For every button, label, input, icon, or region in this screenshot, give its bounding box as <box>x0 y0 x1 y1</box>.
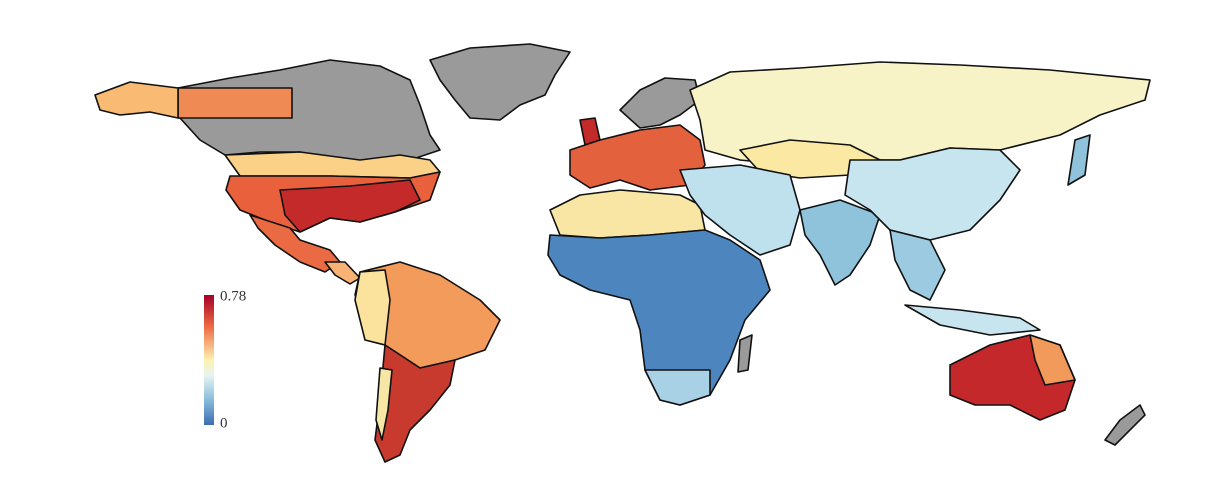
india <box>799 199 881 286</box>
colorbar-min-label: 0 <box>220 415 228 431</box>
chile <box>375 367 393 441</box>
new-zealand <box>1104 404 1146 446</box>
colorbar-gradient <box>204 295 214 425</box>
china <box>844 147 1021 241</box>
south-america-south <box>374 344 456 463</box>
indonesia <box>904 304 1041 336</box>
southern-africa <box>644 369 711 406</box>
canada <box>177 59 441 166</box>
madagascar <box>737 334 753 373</box>
landmasses <box>94 43 1151 463</box>
scandinavia <box>619 77 701 129</box>
greenland <box>429 43 571 121</box>
australia-east <box>1029 334 1076 386</box>
japan <box>1067 134 1091 186</box>
north-africa <box>549 189 706 239</box>
usa-southeast <box>279 179 421 233</box>
colorbar-max-label: 0.78 <box>220 288 246 304</box>
colorbar: 0.78 0 <box>204 288 246 431</box>
southeast-asia <box>889 229 946 301</box>
colombia-peru <box>354 269 391 346</box>
central-america <box>324 261 361 285</box>
russia <box>689 61 1151 166</box>
usa-north <box>224 151 441 179</box>
yukon-nwt <box>177 87 293 119</box>
middle-east <box>679 164 801 256</box>
alaska <box>94 81 179 119</box>
